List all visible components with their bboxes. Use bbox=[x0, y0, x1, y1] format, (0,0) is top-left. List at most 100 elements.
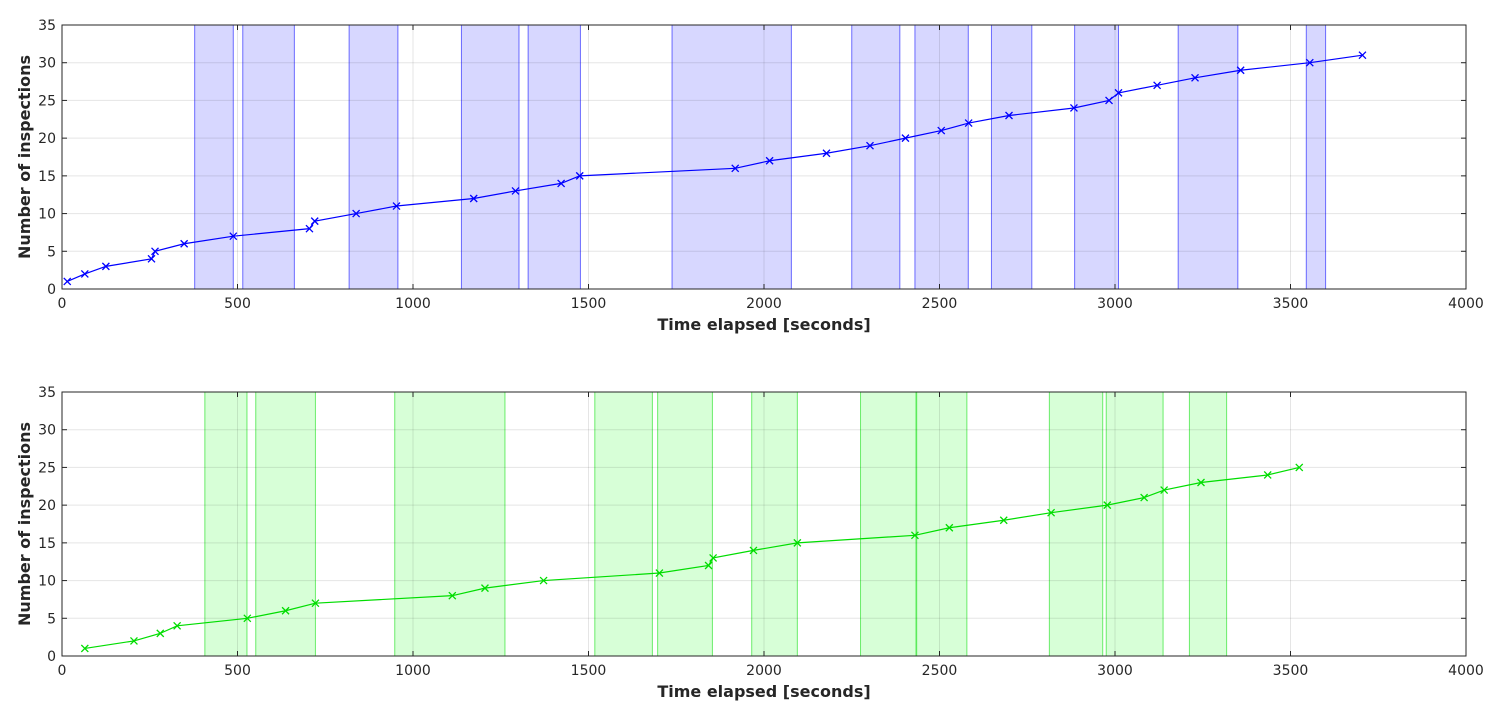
shaded-interval bbox=[990, 24, 1033, 290]
shaded-interval bbox=[1048, 391, 1104, 657]
data-point-marker bbox=[999, 516, 1008, 525]
x-ticks: 0 500 1000 1500 2000 2500 3000 3500 4000 bbox=[58, 392, 1484, 679]
y-tick-label: 20 bbox=[38, 131, 56, 147]
shaded-interval bbox=[242, 24, 295, 290]
shaded-interval bbox=[860, 391, 917, 657]
data-point-marker bbox=[749, 546, 758, 555]
data-point-marker bbox=[305, 224, 314, 233]
x-tick-label: 500 bbox=[224, 663, 251, 679]
shaded-interval bbox=[751, 391, 798, 657]
shaded-interval bbox=[194, 24, 234, 290]
shaded-interval bbox=[671, 24, 792, 290]
x-tick-label: 0 bbox=[58, 663, 67, 679]
data-point-marker bbox=[937, 126, 946, 135]
x-tick-label: 1000 bbox=[395, 296, 431, 312]
x-tick-label: 2000 bbox=[746, 663, 782, 679]
y-tick-label: 5 bbox=[47, 611, 56, 627]
shaded-interval bbox=[255, 391, 316, 657]
x-tick-label: 3000 bbox=[1097, 296, 1133, 312]
data-point-marker bbox=[557, 179, 566, 188]
data-point-marker bbox=[147, 254, 156, 263]
shaded-interval bbox=[1305, 24, 1327, 290]
x-tick-label: 1500 bbox=[571, 663, 607, 679]
data-point-marker bbox=[156, 629, 165, 638]
y-tick-label: 25 bbox=[38, 93, 56, 109]
y-tick-label: 10 bbox=[38, 207, 56, 223]
data-point-marker bbox=[469, 194, 478, 203]
data-point-marker bbox=[901, 134, 910, 143]
y-tick-label: 5 bbox=[47, 244, 56, 260]
data-point-marker bbox=[448, 591, 457, 600]
shaded-interval bbox=[916, 391, 968, 657]
chart-top: 0 500 1000 1500 2000 2500 3000 3500 4000 0 5 10 15 2… bbox=[15, 18, 1484, 334]
y-ticks: 0 5 10 15 20 25 30 35 bbox=[38, 385, 1466, 665]
data-point-marker bbox=[1295, 463, 1304, 472]
data-point-marker bbox=[1263, 471, 1272, 479]
shaded-interval bbox=[204, 391, 248, 657]
x-tick-label: 4000 bbox=[1448, 296, 1484, 312]
shaded-interval bbox=[657, 391, 713, 657]
y-tick-label: 15 bbox=[38, 169, 56, 185]
shaded-interval bbox=[1177, 24, 1239, 290]
data-point-marker bbox=[822, 149, 831, 158]
data-point-marker bbox=[310, 217, 319, 226]
data-point-marker bbox=[281, 606, 290, 615]
data-point-marker bbox=[80, 644, 89, 653]
x-tick-label: 0 bbox=[58, 296, 67, 312]
x-tick-label: 3500 bbox=[1273, 296, 1309, 312]
data-point-marker bbox=[1005, 111, 1013, 120]
data-point-marker bbox=[1160, 486, 1169, 495]
series bbox=[80, 463, 1304, 653]
x-ticks: 0 500 1000 1500 2000 2500 3000 3500 4000 bbox=[58, 25, 1484, 312]
data-point-marker bbox=[129, 636, 138, 645]
data-point-marker bbox=[945, 523, 954, 532]
x-tick-label: 3500 bbox=[1273, 663, 1309, 679]
data-point-marker bbox=[709, 553, 718, 562]
data-point-marker bbox=[480, 584, 489, 593]
data-point-marker bbox=[243, 614, 252, 623]
data-point-marker bbox=[964, 119, 973, 128]
shaded-interval bbox=[348, 24, 399, 290]
y-tick-label: 0 bbox=[47, 282, 56, 298]
shaded-interval bbox=[527, 24, 581, 290]
data-point-marker bbox=[80, 269, 89, 278]
data-point-marker bbox=[866, 141, 874, 150]
data-point-marker bbox=[731, 164, 740, 173]
data-point-marker bbox=[311, 599, 320, 608]
y-tick-label: 30 bbox=[38, 56, 56, 72]
y-ticks: 0 5 10 15 20 25 30 35 bbox=[38, 18, 1466, 298]
data-point-marker bbox=[910, 531, 919, 540]
data-point-marker bbox=[1047, 508, 1056, 517]
data-point-marker bbox=[1305, 58, 1314, 67]
x-tick-label: 2500 bbox=[922, 296, 958, 312]
x-tick-label: 1500 bbox=[571, 296, 607, 312]
data-point-marker bbox=[765, 156, 774, 165]
shaded-intervals bbox=[194, 24, 1327, 290]
data-point-marker bbox=[1103, 501, 1112, 510]
y-tick-label: 0 bbox=[47, 649, 56, 665]
shaded-interval bbox=[914, 24, 969, 290]
y-tick-label: 15 bbox=[38, 536, 56, 552]
shaded-interval bbox=[1074, 24, 1120, 290]
shaded-interval bbox=[594, 391, 653, 657]
data-point-marker bbox=[704, 561, 713, 570]
shaded-interval bbox=[394, 391, 506, 657]
y-tick-label: 25 bbox=[38, 460, 56, 476]
data-point-marker bbox=[352, 209, 361, 218]
x-axis-title: Time elapsed [seconds] bbox=[657, 315, 870, 334]
data-point-marker bbox=[575, 171, 584, 180]
shaded-interval bbox=[1188, 391, 1228, 657]
x-tick-label: 500 bbox=[224, 296, 251, 312]
series bbox=[63, 51, 1367, 286]
data-point-marker bbox=[392, 202, 401, 210]
x-tick-label: 1000 bbox=[395, 663, 431, 679]
y-tick-label: 10 bbox=[38, 574, 56, 590]
shaded-interval bbox=[851, 24, 901, 290]
x-axis-title: Time elapsed [seconds] bbox=[657, 682, 870, 701]
y-tick-label: 20 bbox=[38, 498, 56, 514]
shaded-intervals bbox=[204, 391, 1228, 657]
data-point-marker bbox=[1153, 81, 1162, 90]
data-point-marker bbox=[1358, 51, 1367, 60]
y-tick-label: 35 bbox=[38, 385, 56, 401]
y-tick-label: 30 bbox=[38, 423, 56, 439]
